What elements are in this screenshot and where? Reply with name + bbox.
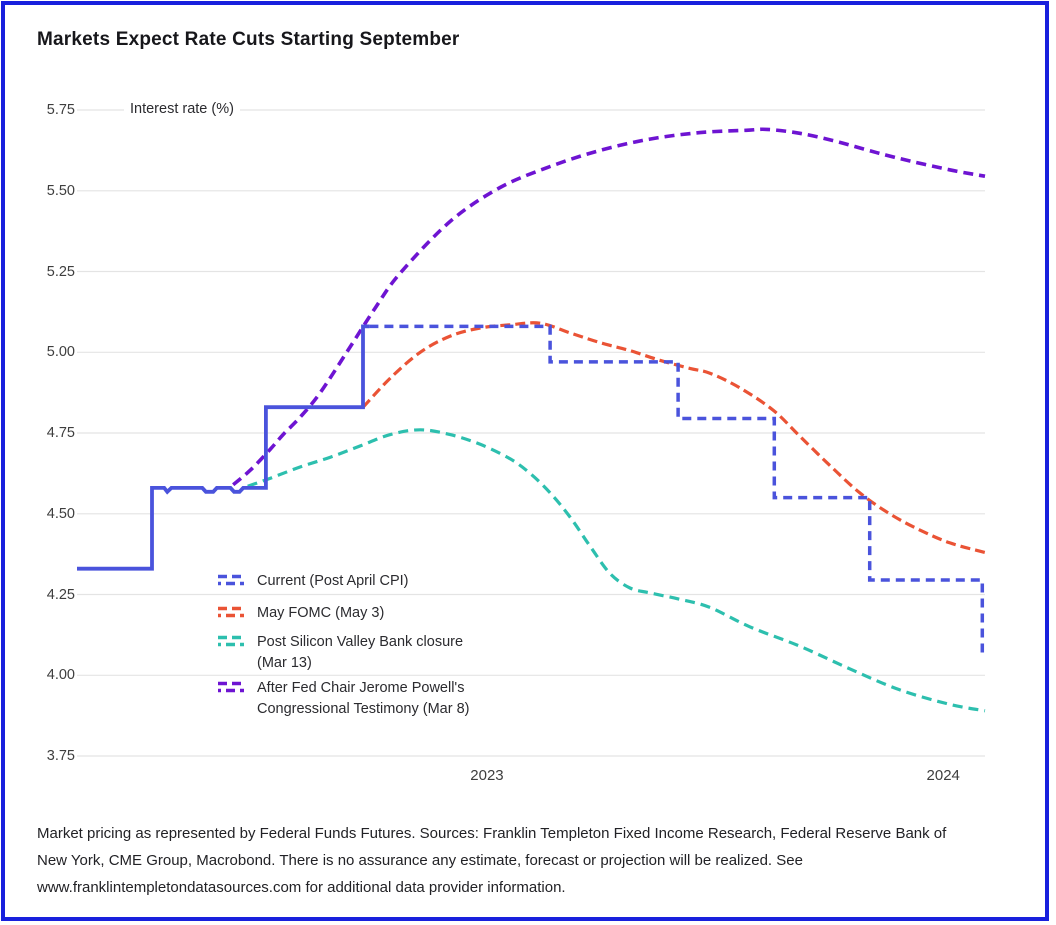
y-tick-label: 4.25: [46, 586, 75, 603]
y-tick-label: 4.75: [46, 425, 75, 441]
legend-item-may-fomc: May FOMC (May 3): [218, 603, 384, 624]
series-current-history-line: [77, 324, 370, 571]
source-note-line-3: www.franklintempletondatasources.com for…: [37, 879, 566, 896]
y-tick-label: 3.75: [46, 748, 75, 764]
legend-item-post-svb: Post Silicon Valley Bank closure (Mar 13): [218, 632, 463, 674]
series-may-fomc-line: [361, 321, 986, 555]
series-current-line: [369, 324, 985, 656]
y-tick-label: 5.00: [46, 344, 75, 361]
legend-item-current: Current (Post April CPI): [218, 571, 409, 592]
source-note: Market pricing as represented by Federal…: [37, 820, 946, 901]
legend-dash-icon: [218, 574, 244, 586]
y-tick-label: 5.75: [46, 102, 75, 118]
series-powell-testimony-line: [232, 127, 986, 487]
x-tick-label: 2024: [926, 767, 960, 784]
legend-dash-icon: [218, 606, 244, 618]
y-tick-label: 5.50: [46, 182, 75, 199]
y-tick-label: 4.50: [46, 505, 75, 522]
legend-label: May FOMC (May 3): [257, 605, 385, 621]
x-tick-label: 2023: [470, 767, 504, 784]
chart-title: Markets Expect Rate Cuts Starting Septem…: [37, 29, 460, 50]
legend-dash-icon: [218, 681, 244, 693]
y-tick-label: 4.00: [46, 667, 75, 684]
series-post-svb-line: [247, 428, 986, 713]
legend-dash-icon: [218, 635, 244, 647]
source-note-line-1: Market pricing as represented by Federal…: [37, 825, 947, 842]
legend-label: After Fed Chair Jerome Powell's Congressi…: [257, 680, 470, 717]
y-axis-title: Interest rate (%): [124, 100, 240, 119]
y-tick-label: 5.25: [46, 263, 75, 280]
legend-item-powell-testimony: After Fed Chair Jerome Powell's Congressi…: [218, 678, 469, 720]
source-note-line-2: New York, CME Group, Macrobond. There is…: [37, 852, 803, 869]
legend-label: Post Silicon Valley Bank closure (Mar 13): [257, 634, 464, 671]
legend-label: Current (Post April CPI): [257, 573, 409, 589]
